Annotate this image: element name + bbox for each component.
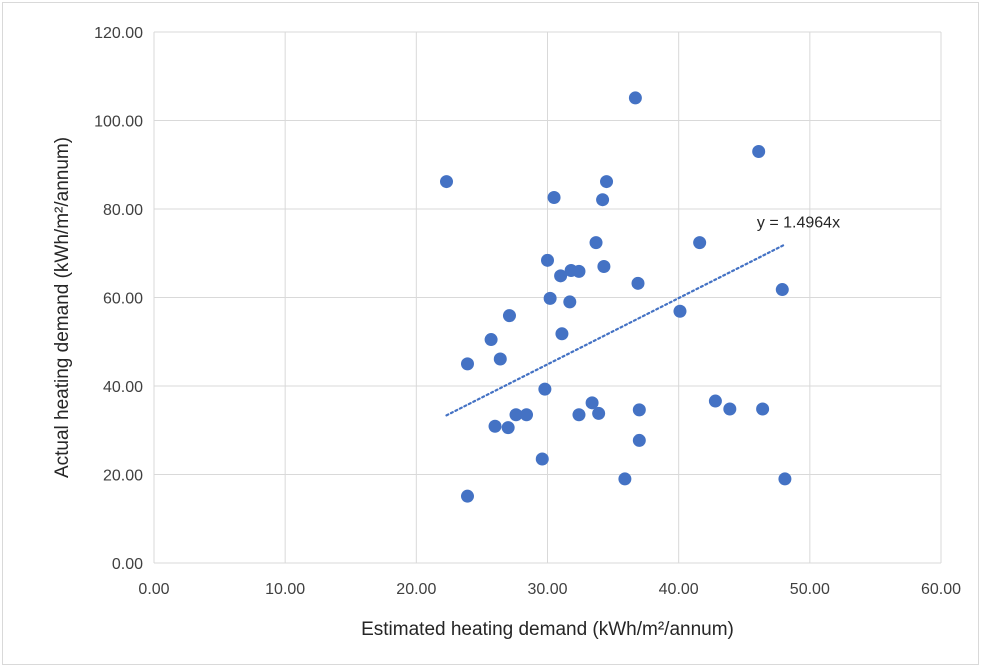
x-tick-label: 20.00 [396,581,436,598]
data-point [488,419,502,433]
data-point [460,489,474,503]
data-point [589,236,603,250]
data-point [756,402,770,416]
data-point [538,382,552,396]
data-point [723,402,737,416]
data-point [673,304,687,318]
tick-labels: 0.00 10.00 20.00 30.00 40.00 50.00 60.00 0.00 20… [94,25,961,598]
data-point [632,403,646,417]
data-point [693,236,707,250]
data-point [632,433,646,447]
data-point [572,408,586,422]
x-tick-label: 0.00 [138,581,169,598]
y-tick-label: 100.00 [94,114,143,131]
data-point [440,175,454,189]
data-points [440,91,792,503]
data-point [509,408,523,422]
data-point [547,190,561,204]
data-point [597,260,611,274]
data-point [541,253,554,267]
x-tick-label: 60.00 [921,581,961,598]
data-point [585,396,599,410]
data-point [543,291,557,305]
x-tick-label: 10.00 [265,581,305,598]
data-point [778,472,792,486]
data-point [775,283,789,297]
data-point [708,394,722,408]
data-point [554,269,568,283]
data-point [600,175,614,189]
data-point [572,264,586,278]
data-point [752,144,766,158]
y-tick-label: 40.00 [103,379,143,396]
trendline [445,243,787,417]
data-point [628,91,642,105]
data-point [484,333,498,347]
data-point [520,408,534,422]
data-point [592,406,606,420]
data-point [493,352,507,366]
x-tick-label: 30.00 [527,581,567,598]
data-point [555,327,569,341]
y-tick-label: 120.00 [94,25,143,42]
x-axis-title: Estimated heating demand (kWh/m²/annum) [361,619,734,640]
data-point [596,193,610,207]
y-tick-label: 60.00 [103,291,143,308]
data-point [563,295,577,309]
trendline-label: y = 1.4964x [757,215,840,232]
x-tick-label: 40.00 [659,581,699,598]
x-tick-label: 50.00 [790,581,830,598]
data-point [631,276,645,290]
y-tick-label: 20.00 [103,468,143,485]
trendline-group [445,243,787,417]
y-tick-label: 0.00 [112,556,143,573]
data-point [460,357,474,371]
data-point [502,309,516,323]
data-point [535,452,549,466]
y-axis-title: Actual heating demand (kWh/m²/annum) [52,137,73,478]
data-point [618,472,632,486]
data-point [501,421,515,435]
y-tick-label: 80.00 [103,202,143,219]
